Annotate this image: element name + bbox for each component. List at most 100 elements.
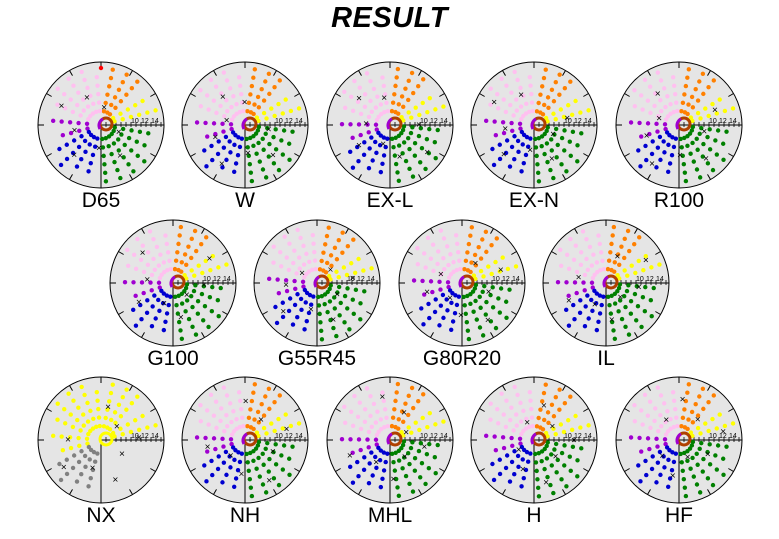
data-point bbox=[176, 267, 181, 273]
data-point bbox=[378, 169, 384, 175]
data-point bbox=[368, 393, 373, 399]
data-point bbox=[418, 126, 424, 131]
data-point bbox=[254, 430, 260, 435]
x-marker bbox=[447, 295, 453, 301]
data-point bbox=[283, 278, 289, 283]
data-point bbox=[599, 302, 604, 308]
data-point bbox=[524, 134, 530, 140]
data-point bbox=[182, 252, 188, 257]
data-point bbox=[144, 310, 150, 316]
data-point bbox=[221, 460, 227, 465]
data-point bbox=[533, 136, 538, 142]
data-point bbox=[666, 169, 671, 174]
data-point bbox=[717, 97, 722, 102]
data-point bbox=[311, 294, 316, 299]
rim-tick bbox=[358, 70, 362, 76]
data-point bbox=[504, 315, 509, 320]
data-point bbox=[512, 157, 517, 162]
data-point bbox=[68, 97, 73, 102]
rim-tick bbox=[707, 174, 711, 180]
data-point bbox=[509, 144, 515, 150]
data-point bbox=[366, 130, 371, 135]
data-point bbox=[568, 468, 573, 474]
data-point bbox=[497, 457, 502, 462]
data-point bbox=[88, 408, 93, 414]
data-point bbox=[97, 108, 102, 114]
data-point bbox=[427, 410, 432, 416]
data-point bbox=[100, 136, 105, 142]
data-point bbox=[396, 417, 401, 422]
rim-tick bbox=[213, 489, 217, 495]
data-point bbox=[233, 161, 239, 166]
data-point bbox=[139, 280, 145, 285]
data-point bbox=[472, 252, 478, 258]
data-point bbox=[357, 85, 362, 90]
panel-label: G55R45 bbox=[277, 347, 357, 370]
tick-label: 12 bbox=[430, 118, 438, 125]
data-point bbox=[245, 145, 250, 150]
polar-panel: 10 12 14 NX bbox=[33, 374, 169, 536]
data-point bbox=[483, 433, 489, 439]
data-point bbox=[577, 310, 583, 316]
data-point bbox=[375, 94, 380, 99]
data-point bbox=[655, 444, 660, 449]
data-point bbox=[219, 406, 224, 411]
data-point bbox=[369, 135, 374, 140]
panel-label: EX-L bbox=[366, 189, 414, 212]
data-point bbox=[545, 125, 550, 130]
data-point bbox=[641, 267, 646, 273]
data-point bbox=[694, 482, 700, 487]
data-point bbox=[490, 461, 495, 467]
data-point bbox=[518, 419, 524, 424]
data-point bbox=[261, 425, 267, 431]
data-point bbox=[410, 440, 415, 445]
rim-tick bbox=[335, 93, 341, 97]
data-point bbox=[607, 303, 612, 308]
data-point bbox=[557, 72, 562, 77]
data-point bbox=[219, 91, 224, 96]
data-point bbox=[218, 418, 223, 424]
rim-tick bbox=[201, 332, 205, 338]
data-point bbox=[519, 116, 524, 122]
data-point bbox=[357, 400, 362, 405]
data-point bbox=[328, 283, 333, 288]
x-marker bbox=[117, 153, 123, 158]
data-point bbox=[299, 307, 304, 313]
rim-tick bbox=[439, 468, 445, 472]
data-point bbox=[396, 143, 402, 148]
data-point bbox=[86, 116, 91, 122]
data-point bbox=[530, 423, 535, 429]
data-point bbox=[389, 108, 395, 114]
data-point bbox=[555, 142, 560, 148]
data-point bbox=[509, 405, 514, 410]
x-marker bbox=[576, 274, 581, 280]
data-point bbox=[149, 288, 154, 293]
rim-tick bbox=[407, 251, 413, 255]
data-point bbox=[456, 294, 462, 299]
data-point bbox=[85, 126, 90, 131]
data-point bbox=[462, 303, 467, 308]
data-point bbox=[542, 466, 547, 472]
rim-tick bbox=[583, 468, 589, 472]
data-point bbox=[105, 425, 110, 430]
rim-tick bbox=[366, 251, 372, 255]
data-point bbox=[533, 451, 538, 457]
data-point bbox=[175, 250, 180, 255]
data-point bbox=[120, 431, 125, 437]
data-point bbox=[534, 468, 539, 474]
data-point bbox=[408, 445, 414, 451]
data-point bbox=[504, 453, 510, 458]
rim-tick bbox=[728, 468, 734, 472]
data-point bbox=[420, 415, 425, 421]
data-point bbox=[195, 299, 201, 304]
data-point bbox=[141, 269, 147, 275]
data-point bbox=[634, 284, 640, 289]
data-point bbox=[271, 244, 276, 249]
data-point bbox=[480, 333, 486, 338]
data-point bbox=[133, 323, 139, 328]
panel-label: R100 bbox=[653, 189, 705, 212]
data-point bbox=[570, 129, 576, 135]
data-point bbox=[545, 119, 550, 124]
data-point bbox=[509, 90, 514, 95]
data-point bbox=[236, 450, 241, 455]
